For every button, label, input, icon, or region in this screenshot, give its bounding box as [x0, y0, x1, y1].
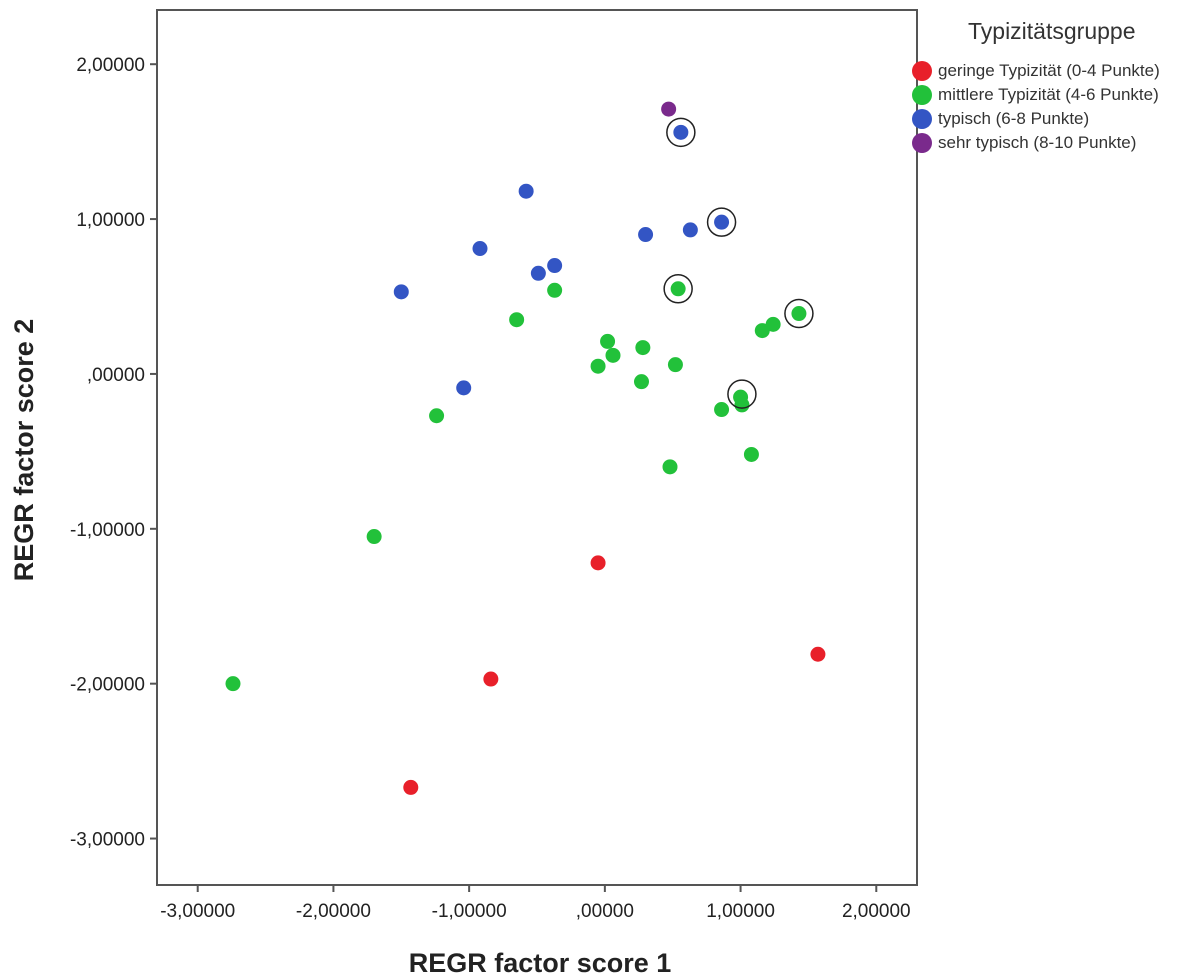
data-point — [661, 101, 677, 117]
legend-label: typisch (6-8 Punkte) — [938, 109, 1090, 128]
data-point — [791, 306, 807, 322]
annotation-circle — [727, 379, 757, 409]
data-point — [673, 124, 689, 140]
y-tick-label: -2,00000 — [70, 675, 145, 696]
data-point — [225, 676, 241, 692]
legend-label: mittlere Typizität (4-6 Punkte) — [938, 85, 1159, 104]
x-tick-label: 1,00000 — [706, 901, 775, 922]
legend-label: sehr typisch (8-10 Punkte) — [938, 133, 1137, 152]
data-point — [670, 281, 686, 297]
x-tick-label: -3,00000 — [160, 901, 235, 922]
legend-item: sehr typisch (8-10 Punkte) — [912, 133, 1200, 153]
annotation-circle — [663, 274, 693, 304]
data-point — [518, 183, 534, 199]
x-tick-label: -1,00000 — [432, 901, 507, 922]
legend-swatch — [912, 85, 932, 105]
data-point — [638, 227, 654, 243]
data-point — [605, 347, 621, 363]
data-point — [530, 265, 546, 281]
data-point — [600, 333, 616, 349]
y-tick-label: -3,00000 — [70, 830, 145, 851]
annotation-circle — [706, 207, 737, 237]
annotation-circle — [784, 298, 814, 329]
y-tick-label: 1,00000 — [76, 210, 145, 231]
data-point — [635, 340, 651, 356]
data-point — [810, 646, 826, 662]
plot-frame — [156, 9, 918, 886]
data-point — [590, 555, 606, 571]
legend: Typizitätsgruppe geringe Typizität (0-4 … — [912, 18, 1200, 157]
data-point — [714, 214, 730, 230]
legend-swatch — [912, 109, 932, 129]
y-axis: -3,00000 -2,00000 -1,00000 ,00000 1,00000 2,0… — [70, 55, 157, 851]
data-point — [509, 312, 525, 328]
data-point — [590, 358, 606, 374]
legend-label: geringe Typizität (0-4 Punkte) — [938, 61, 1160, 80]
data-point — [472, 240, 488, 256]
annotation-circles — [663, 117, 814, 409]
x-axis-title: REGR factor score 1 — [409, 948, 672, 976]
data-point — [366, 529, 382, 545]
legend-swatch — [912, 61, 932, 81]
data-point — [483, 671, 499, 687]
data-point — [429, 408, 445, 424]
legend-swatch — [912, 133, 932, 153]
x-tick-label: ,00000 — [576, 901, 634, 922]
data-point — [734, 397, 750, 413]
data-point — [754, 323, 770, 339]
data-point — [714, 402, 730, 418]
data-point — [403, 779, 419, 795]
y-tick-label: ,00000 — [87, 365, 145, 386]
legend-item: geringe Typizität (0-4 Punkte) — [912, 61, 1200, 81]
y-tick-label: -1,00000 — [70, 520, 145, 541]
annotation-circle — [666, 117, 696, 148]
data-point — [667, 357, 683, 373]
legend-title: Typizitätsgruppe — [968, 18, 1136, 44]
data-point — [765, 316, 781, 332]
legend-items: geringe Typizität (0-4 Punkte) mittlere T… — [912, 61, 1200, 153]
data-point — [682, 222, 698, 238]
x-tick-label: -2,00000 — [296, 901, 371, 922]
y-tick-label: 2,00000 — [76, 55, 145, 76]
data-point — [547, 282, 563, 298]
legend-item: mittlere Typizität (4-6 Punkte) — [912, 85, 1200, 105]
legend-item: typisch (6-8 Punkte) — [912, 109, 1200, 129]
data-point — [634, 374, 649, 390]
data-point — [662, 459, 678, 475]
data-point — [547, 258, 563, 274]
data-point — [456, 380, 472, 396]
x-axis: -3,00000 -2,00000 -1,00000 ,00000 1,00000 2,0… — [160, 885, 911, 922]
data-point — [743, 446, 759, 462]
data-point — [393, 284, 409, 300]
x-tick-label: 2,00000 — [842, 901, 911, 922]
y-axis-title: REGR factor score 2 — [9, 319, 39, 582]
data-points — [225, 101, 826, 795]
